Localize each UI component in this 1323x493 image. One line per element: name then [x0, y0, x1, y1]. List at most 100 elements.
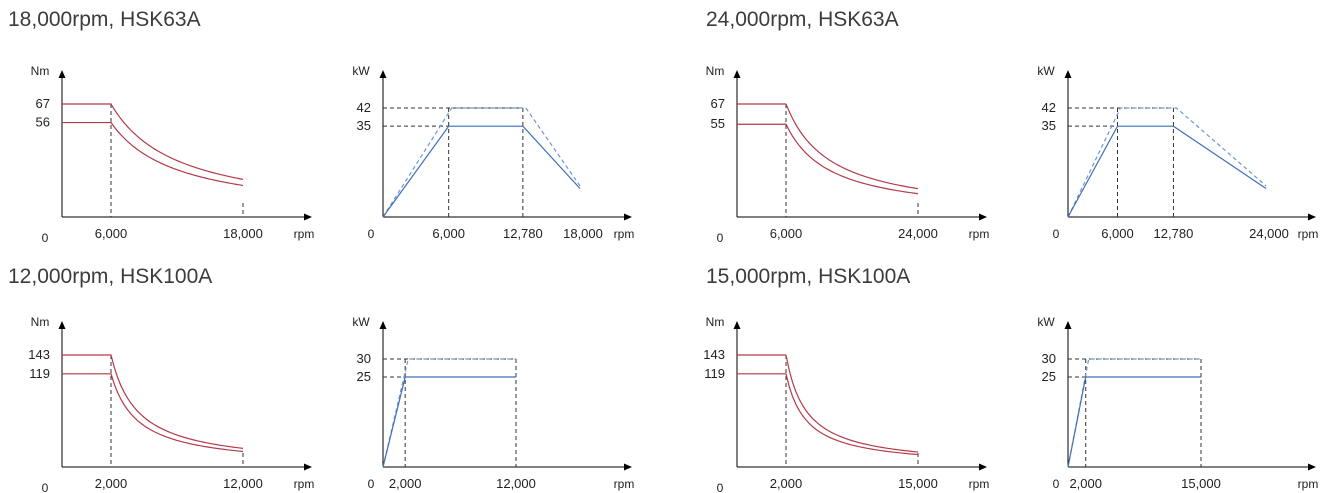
panel-title-15000-hsk100a: 15,000rpm, HSK100A [706, 265, 911, 288]
power-chart-1: kW rpm 0 42 35 6,000 12,780 24,000 [1037, 64, 1318, 241]
torque-series-line-0 [737, 103, 919, 190]
torque-1-y-axis-arrow [733, 70, 741, 78]
power-x-tick-label: 6,000 [1101, 226, 1134, 241]
power-y-tick-label: 25 [1042, 369, 1056, 384]
power-x-unit: rpm [614, 227, 635, 241]
torque-x-tick-label: 24,000 [898, 226, 938, 241]
torque-y-tick-label: 119 [29, 366, 50, 381]
torque-y-tick-label: 119 [704, 366, 725, 381]
power-origin-label: 0 [368, 227, 375, 241]
power-x-tick-label: 12,780 [1154, 226, 1194, 241]
torque-y-tick-label: 67 [711, 96, 725, 111]
torque-x-tick-label: 2,000 [95, 476, 128, 491]
torque-series-line-0 [62, 354, 244, 449]
torque-chart-2: Nm rpm 0 143 119 2,000 12,000 [28, 315, 314, 493]
panel-title-18000-hsk63a: 18,000rpm, HSK63A [8, 8, 201, 31]
torque-series-line-1 [62, 120, 244, 187]
power-chart-0: kW rpm 0 42 35 6,000 12,780 18,000 [352, 64, 634, 241]
torque-x-tick-label: 15,000 [898, 476, 938, 491]
torque-x-tick-label: 2,000 [770, 476, 803, 491]
power-series-line-solid [382, 376, 516, 468]
power-chart-2: kW rpm 0 30 25 2,000 12,000 [352, 315, 634, 491]
torque-x-unit: rpm [969, 227, 990, 241]
torque-y-unit: Nm [31, 315, 50, 329]
power-y-unit: kW [352, 315, 370, 329]
torque-y-unit: Nm [706, 315, 725, 329]
power-series-line-solid [382, 125, 581, 218]
torque-origin-label: 0 [42, 481, 49, 493]
torque-origin-label: 0 [717, 231, 724, 245]
torque-series-line-1 [62, 373, 244, 453]
torque-0-y-axis-arrow [58, 70, 66, 78]
torque-series-line-1 [737, 123, 919, 195]
power-y-unit: kW [1037, 315, 1055, 329]
torque-chart-3: Nm rpm 0 143 119 2,000 15,000 [703, 315, 989, 493]
power-x-tick-label: 12,000 [496, 476, 536, 491]
power-x-tick-label: 18,000 [563, 226, 603, 241]
power-x-unit: rpm [614, 477, 635, 491]
torque-y-tick-label: 143 [28, 347, 50, 362]
torque-y-tick-label: 67 [36, 96, 50, 111]
power-2-x-axis-arrow [624, 463, 632, 471]
torque-y-tick-label: 55 [711, 116, 725, 131]
power-y-unit: kW [1037, 64, 1055, 78]
power-origin-label: 0 [368, 477, 375, 491]
power-x-tick-label: 6,000 [432, 226, 465, 241]
torque-0-x-axis-arrow [304, 213, 312, 221]
power-3-y-axis-arrow [1064, 321, 1072, 329]
power-3-x-axis-arrow [1308, 463, 1316, 471]
power-x-tick-label: 15,000 [1181, 476, 1221, 491]
power-series-line-solid [1067, 376, 1201, 468]
power-y-tick-label: 30 [357, 351, 371, 366]
torque-3-x-axis-arrow [979, 463, 987, 471]
power-series-line-dashed [1067, 107, 1267, 218]
power-x-tick-label: 24,000 [1249, 226, 1289, 241]
torque-series-line-1 [737, 373, 919, 456]
power-1-y-axis-arrow [1064, 70, 1072, 78]
power-x-unit: rpm [1298, 477, 1319, 491]
torque-series-line-0 [737, 354, 919, 453]
torque-x-tick-label: 6,000 [770, 226, 803, 241]
torque-x-unit: rpm [969, 477, 990, 491]
torque-chart-0: Nm rpm 0 67 56 6,000 18,000 [31, 64, 315, 245]
torque-x-tick-label: 6,000 [95, 226, 128, 241]
power-x-unit: rpm [1298, 227, 1319, 241]
power-y-unit: kW [352, 64, 370, 78]
power-series-line-solid [1067, 125, 1267, 218]
panel-title-24000-hsk63a: 24,000rpm, HSK63A [706, 8, 899, 31]
torque-chart-1: Nm rpm 0 67 55 6,000 24,000 [706, 64, 990, 245]
torque-2-y-axis-arrow [58, 321, 66, 329]
torque-x-tick-label: 12,000 [223, 476, 263, 491]
torque-2-x-axis-arrow [304, 463, 312, 471]
power-y-tick-label: 25 [357, 369, 371, 384]
torque-origin-label: 0 [42, 231, 49, 245]
power-y-tick-label: 35 [357, 118, 371, 133]
power-origin-label: 0 [1053, 227, 1060, 241]
torque-3-y-axis-arrow [733, 321, 741, 329]
power-x-tick-label: 12,780 [503, 226, 543, 241]
power-series-line-dashed [382, 358, 516, 468]
panel-title-12000-hsk100a: 12,000rpm, HSK100A [8, 265, 213, 288]
torque-y-tick-label: 56 [36, 115, 50, 130]
torque-series-line-0 [62, 103, 244, 180]
power-x-tick-label: 2,000 [1069, 476, 1102, 491]
power-origin-label: 0 [1053, 477, 1060, 491]
power-x-tick-label: 2,000 [389, 476, 422, 491]
torque-1-x-axis-arrow [979, 213, 987, 221]
torque-y-unit: Nm [706, 64, 725, 78]
power-series-line-dashed [382, 107, 581, 218]
power-2-y-axis-arrow [379, 321, 387, 329]
power-y-tick-label: 42 [1042, 100, 1056, 115]
torque-y-tick-label: 143 [703, 347, 725, 362]
power-chart-3: kW rpm 0 30 25 2,000 15,000 [1037, 315, 1318, 491]
torque-x-unit: rpm [294, 227, 315, 241]
power-0-x-axis-arrow [624, 213, 632, 221]
torque-x-unit: rpm [294, 477, 315, 491]
torque-y-unit: Nm [31, 64, 50, 78]
torque-x-tick-label: 18,000 [223, 226, 263, 241]
power-y-tick-label: 30 [1042, 351, 1056, 366]
power-y-tick-label: 42 [357, 100, 371, 115]
torque-origin-label: 0 [717, 481, 724, 493]
power-1-x-axis-arrow [1308, 213, 1316, 221]
